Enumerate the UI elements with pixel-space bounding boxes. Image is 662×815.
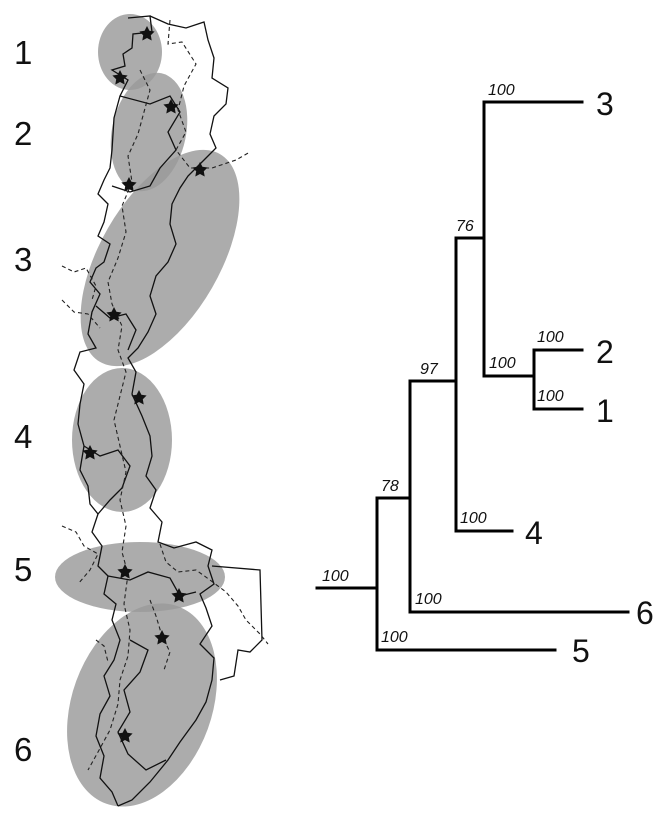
star-icon bbox=[192, 162, 208, 177]
region-label-6: 6 bbox=[14, 731, 32, 768]
support-node-c: 76 bbox=[456, 218, 474, 235]
map-outline-east bbox=[117, 15, 229, 807]
tip-label-1: 1 bbox=[596, 393, 614, 429]
support-node-b: 97 bbox=[420, 361, 439, 378]
map-dashed-line-2 bbox=[87, 69, 151, 771]
star-icon bbox=[131, 390, 147, 405]
region-label-5: 5 bbox=[14, 551, 32, 588]
tip-label-4: 4 bbox=[525, 515, 543, 551]
support-node-a: 78 bbox=[381, 478, 399, 495]
map-dashed-line-6 bbox=[159, 543, 269, 645]
star-icon bbox=[117, 564, 133, 579]
cluster-ellipse-2 bbox=[110, 72, 188, 192]
region-label-4: 4 bbox=[14, 418, 32, 455]
map-eastern-loop bbox=[211, 565, 263, 681]
region-label-3: 3 bbox=[14, 241, 32, 278]
support-branch-5: 100 bbox=[381, 629, 408, 646]
support-node-d: 100 bbox=[489, 355, 516, 372]
map-inner-boundary-3 bbox=[83, 445, 131, 515]
tip-label-3: 3 bbox=[596, 86, 614, 122]
sampling-sites bbox=[82, 26, 208, 743]
star-icon bbox=[139, 26, 155, 41]
region-map: 1 2 3 4 5 6 bbox=[14, 14, 269, 807]
support-branch-1: 100 bbox=[537, 388, 564, 405]
cluster-ellipse-6 bbox=[67, 603, 217, 807]
cluster-ellipse-5 bbox=[55, 542, 225, 612]
tip-label-2: 2 bbox=[596, 334, 614, 370]
support-branch-4: 100 bbox=[460, 510, 487, 527]
cluster-ellipse-4 bbox=[72, 368, 172, 512]
map-inner-boundary-5 bbox=[117, 639, 167, 771]
support-branch-3: 100 bbox=[488, 82, 515, 99]
star-icon bbox=[106, 307, 122, 322]
map-inner-boundary-2 bbox=[95, 305, 137, 351]
region-label-2: 2 bbox=[14, 115, 32, 152]
region-label-1: 1 bbox=[14, 34, 32, 71]
star-icon bbox=[154, 630, 170, 645]
map-dashed-line-1 bbox=[167, 19, 251, 169]
support-branch-6: 100 bbox=[415, 591, 442, 608]
map-dashed-line-7 bbox=[95, 639, 109, 663]
star-icon bbox=[112, 70, 128, 85]
star-icon bbox=[117, 728, 133, 743]
support-branch-2: 100 bbox=[537, 329, 564, 346]
star-icon bbox=[171, 588, 187, 603]
map-dashed-line-4 bbox=[61, 299, 101, 329]
map-inner-boundary-1 bbox=[111, 95, 181, 193]
support-root: 100 bbox=[322, 568, 349, 585]
star-icon bbox=[82, 445, 98, 460]
star-icon bbox=[163, 99, 179, 114]
phylogenetic-tree: 100 100 78 100 97 100 76 100 100 100 100… bbox=[315, 82, 654, 669]
map-dashed-line-3 bbox=[61, 265, 97, 301]
tip-label-5: 5 bbox=[572, 633, 590, 669]
cluster-ellipse-3 bbox=[80, 149, 240, 367]
tip-label-6: 6 bbox=[636, 595, 654, 631]
star-icon bbox=[121, 177, 137, 192]
map-outline-west bbox=[73, 15, 153, 807]
